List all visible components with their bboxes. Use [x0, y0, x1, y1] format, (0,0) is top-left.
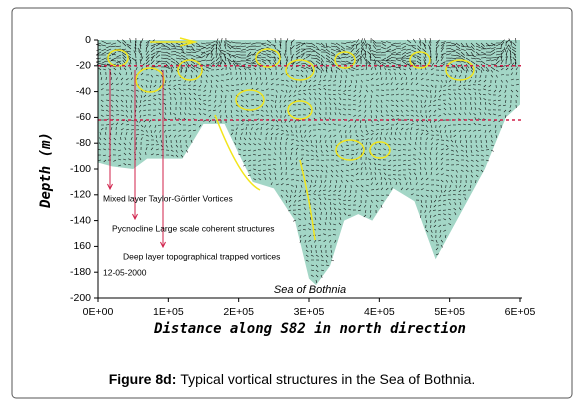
vortex — [135, 67, 165, 93]
vortex — [369, 141, 391, 159]
arrow-head — [107, 183, 113, 191]
vortex — [287, 100, 313, 120]
y-tick-label: -40 — [76, 85, 91, 97]
annotation: Pycnocline Large scale coherent structur… — [112, 223, 275, 233]
figure-border — [11, 7, 573, 399]
y-tick-label: 160 — [73, 240, 91, 252]
caption-text: Typical vortical structures in the Sea o… — [180, 371, 475, 387]
vortex — [235, 89, 265, 111]
vortex — [255, 48, 281, 68]
x-tick-label: 1E+05 — [153, 306, 184, 318]
vortex-trail — [150, 37, 316, 241]
vortex — [445, 59, 475, 81]
y-tick-label: -120 — [70, 189, 91, 201]
x-tick-label: 3E+05 — [294, 306, 325, 318]
annotation: 12-05-2000 — [103, 267, 147, 277]
y-tick-label: -100 — [70, 163, 91, 175]
x-tick-label: 5E+05 — [434, 306, 465, 318]
vortex — [285, 59, 315, 81]
vortex — [335, 139, 365, 161]
y-tick-label: -200 — [70, 292, 91, 304]
arrow-head — [132, 213, 138, 221]
x-tick-label: 2E+05 — [223, 306, 254, 318]
y-axis-label: Depth (m) — [38, 132, 54, 209]
annotation: Deep layer topographical trapped vortice… — [123, 251, 280, 261]
y-tick-label: -60 — [76, 111, 91, 123]
annotation: Sea of Bothnia — [274, 284, 346, 296]
y-tick-label: -180 — [70, 266, 91, 278]
seabed-area — [98, 40, 520, 286]
plot: 0 -20 -40 -60 -80 -100 -120 -140 160 -180 -200 0E+0… — [70, 34, 536, 318]
caption: Figure 8d: Typical vortical structures in… — [109, 371, 476, 387]
vortex — [409, 51, 431, 69]
vortex — [177, 59, 203, 81]
arrow-head — [160, 241, 166, 249]
x-tick-label: 4E+05 — [364, 306, 395, 318]
caption-label: Figure 8d: — [109, 371, 177, 387]
y-tick-label: 0 — [85, 34, 91, 46]
y-tick-label: -80 — [76, 137, 91, 149]
x-tick-label: 6E+05 — [505, 306, 536, 318]
y-tick-label: -140 — [70, 214, 91, 226]
x-tick-label: 0E+00 — [83, 306, 114, 318]
annotation: Mixed layer Taylor-Görtler Vortices — [103, 193, 233, 203]
x-axis-label: Distance along S82 in north direction — [153, 321, 466, 337]
y-tick-label: -20 — [76, 60, 91, 72]
vortex — [334, 51, 356, 69]
